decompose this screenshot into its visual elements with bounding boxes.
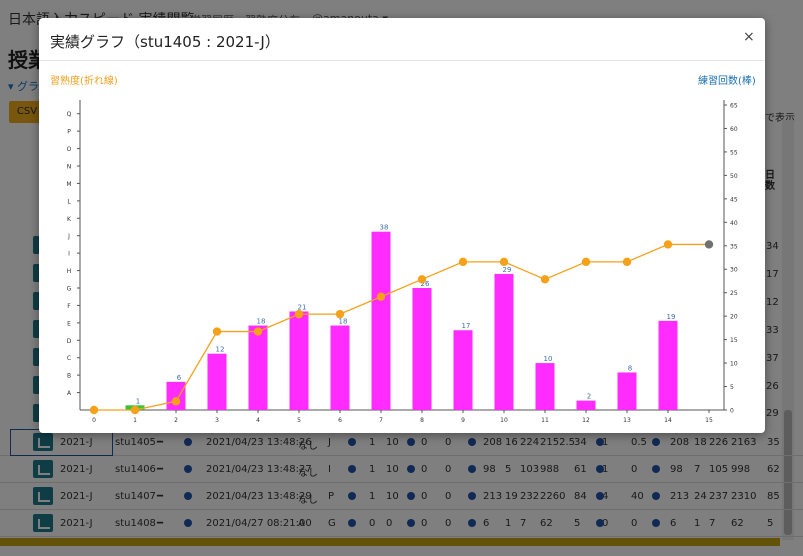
left-axis-label: C [67,355,71,362]
left-axis-label: Q [67,111,72,118]
bar [371,231,391,410]
right-axis-label: 15 [730,337,738,344]
bar-value-label: 38 [380,224,389,232]
right-axis-label: 35 [730,243,738,250]
right-axis-label: 60 [730,126,738,133]
bar-value-label: 18 [257,318,266,326]
data-point [376,292,386,301]
close-icon[interactable]: × [743,29,755,45]
left-axis-label: K [67,216,72,223]
bar-value-label: 10 [544,355,553,363]
left-axis-label: N [67,164,72,171]
x-axis-label: 14 [664,417,672,424]
right-axis-label: 50 [730,173,738,180]
left-axis-label: P [67,129,71,136]
x-axis-label: 1 [133,417,137,424]
right-axis-label: 40 [730,220,738,227]
data-point [581,257,591,267]
bar [576,400,596,410]
left-axis-label: D [67,338,72,345]
latest-data-point [704,240,714,249]
x-axis-label: 4 [256,417,260,424]
bar-value-label: 8 [628,364,632,372]
bar-value-label: 19 [667,313,676,321]
left-axis-label: F [67,303,71,310]
data-point [212,327,222,336]
graph-modal: 実績グラフ（stu1405 : 2021-J） × 習熟度(折れ線) 練習回数(… [39,18,765,433]
data-point [499,257,509,267]
data-point [540,275,550,284]
data-point [253,327,263,336]
bar-value-label: 6 [177,374,182,382]
bar-value-label: 2 [587,393,591,401]
right-axis-label: 25 [730,290,738,297]
right-axis-label: 20 [730,314,738,321]
modal-divider [39,60,765,61]
data-point [417,275,427,284]
left-axis-label: I [68,251,70,258]
bar-value-label: 18 [339,318,348,326]
right-axis-label: 65 [730,103,738,110]
x-axis-label: 12 [582,417,590,424]
x-axis-label: 11 [541,417,549,424]
right-axis-label: 5 [730,384,734,391]
left-axis-label: J [67,233,70,240]
bar-value-label: 21 [298,303,307,311]
right-axis-label: 55 [730,149,738,156]
data-point [663,240,673,249]
left-axis-label: E [67,320,71,327]
bar-value-label: 1 [136,397,140,405]
left-axis-label: B [67,373,71,380]
x-axis-label: 0 [92,417,96,424]
right-axis-label: 45 [730,196,738,203]
left-axis-label: G [67,286,72,293]
bar [535,363,555,410]
x-axis-label: 8 [420,417,424,424]
data-point [458,257,468,267]
right-axis-label: 30 [730,267,738,274]
data-point [335,309,345,319]
x-axis-label: 9 [461,417,465,424]
left-axis-label: H [67,268,72,275]
left-axis-label: O [67,146,72,153]
data-point [89,405,99,415]
legend-practice-count: 練習回数(棒) [698,76,756,87]
data-point [171,397,181,406]
x-axis-label: 6 [338,417,342,424]
proficiency-line [94,243,709,411]
x-axis-label: 15 [705,417,713,424]
data-point [622,257,632,267]
bar [289,311,309,410]
performance-chart: ABCDEFGHIJKLMNOPQ05101520253035404550556… [66,100,738,424]
x-axis-label: 13 [623,417,631,424]
x-axis-label: 10 [500,417,508,424]
bar [412,288,432,410]
bar-value-label: 26 [421,280,430,288]
left-axis-label: A [67,390,72,397]
data-point [130,405,140,415]
bar-value-label: 17 [462,322,471,330]
left-axis-label: M [66,181,71,188]
x-axis-label: 3 [215,417,219,424]
bar [207,353,227,410]
bar-value-label: 12 [216,346,225,354]
legend-proficiency: 習熟度(折れ線) [50,76,118,87]
right-axis-label: 0 [730,408,734,415]
bar [658,320,678,410]
bar [330,325,350,410]
bar [494,273,514,410]
right-axis-label: 10 [730,361,738,368]
bar [248,325,268,410]
data-point [294,309,304,319]
bar-value-label: 29 [503,266,512,274]
modal-title: 実績グラフ（stu1405 : 2021-J） [50,33,280,51]
bar [166,381,186,410]
bar [617,372,637,410]
bar [453,330,473,410]
x-axis-label: 2 [174,417,178,424]
x-axis-label: 5 [297,417,301,424]
x-axis-label: 7 [379,417,383,424]
left-axis-label: L [67,198,71,205]
